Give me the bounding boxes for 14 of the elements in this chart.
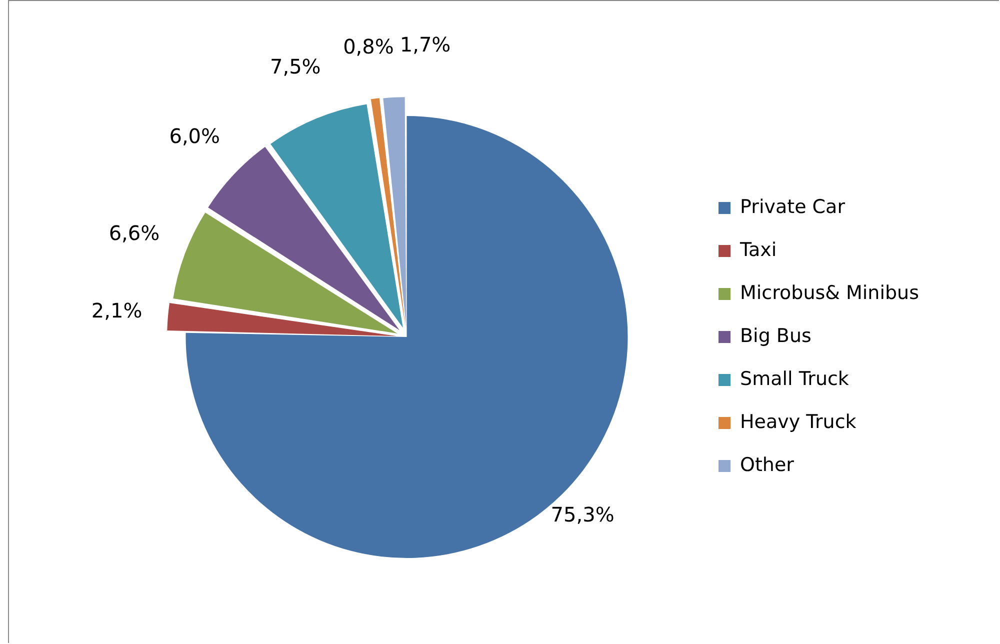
data-label: 7,5% (270, 54, 321, 78)
data-label: 6,0% (169, 124, 220, 148)
data-label: 2,1% (91, 298, 142, 323)
legend-label: Big Bus (740, 324, 812, 347)
legend-label: Heavy Truck (740, 410, 856, 433)
legend-label: Private Car (740, 196, 846, 218)
data-label: 1,7% (400, 32, 451, 57)
legend-label: Small Truck (740, 368, 849, 390)
data-label: 6,6% (108, 221, 160, 246)
legend-label: Microbus& Minibus (740, 282, 920, 304)
legend-label: Taxi (739, 238, 777, 261)
data-label: 0,8% (343, 34, 394, 59)
legend-label: Other (740, 454, 794, 476)
data-label: 75,3% (550, 502, 614, 526)
